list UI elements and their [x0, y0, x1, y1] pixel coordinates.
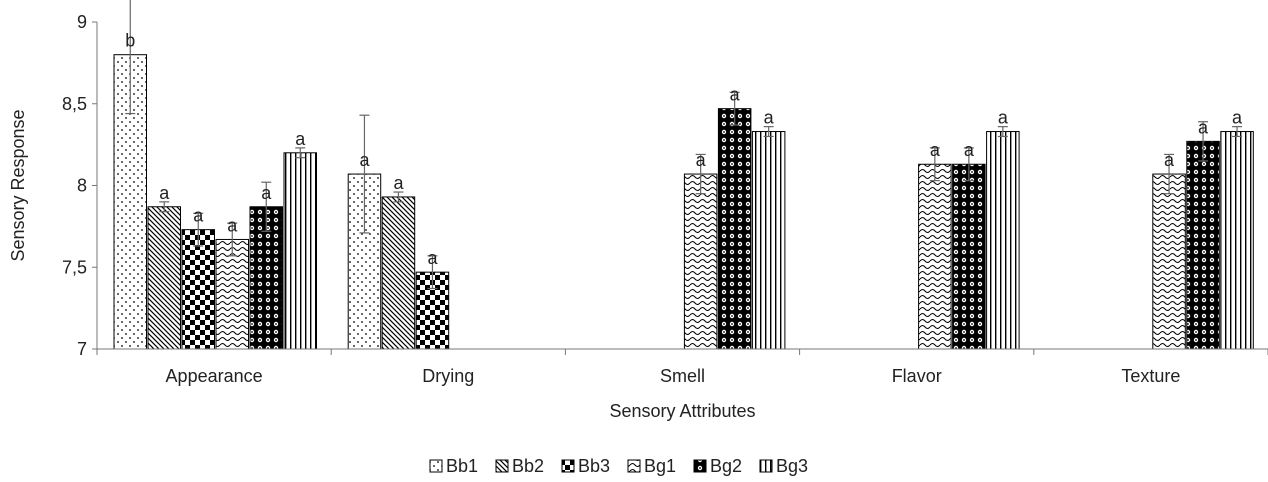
significance-label: a — [393, 173, 404, 193]
legend-label: Bb1 — [446, 456, 478, 476]
significance-label: a — [295, 129, 306, 149]
x-category-label: Drying — [422, 366, 474, 386]
legend-label: Bb2 — [512, 456, 544, 476]
plot-area: b a a a a a a a a a a a a a a a a a — [113, 0, 1254, 350]
bar — [181, 229, 215, 350]
bar — [918, 163, 952, 350]
bar — [717, 108, 752, 350]
bar — [1152, 173, 1186, 350]
y-tick-label: 7,5 — [62, 257, 87, 277]
significance-label: a — [696, 150, 707, 170]
bar — [1220, 131, 1254, 350]
bar — [381, 196, 416, 350]
y-tick-label: 8,5 — [62, 94, 87, 114]
significance-label: a — [1232, 108, 1243, 128]
significance-label: a — [261, 183, 272, 203]
bar — [215, 238, 249, 350]
y-tick-label: 8 — [77, 176, 87, 196]
legend-label: Bg2 — [710, 456, 742, 476]
legend-swatch — [627, 459, 641, 473]
bar — [283, 152, 317, 350]
significance-label: a — [930, 140, 941, 160]
significance-label: a — [159, 183, 170, 203]
significance-label: a — [964, 140, 975, 160]
significance-label: a — [427, 248, 438, 268]
significance-label: a — [764, 108, 775, 128]
legend: Bb1 Bb2 Bb3 Bg1 Bg2 Bg3 — [429, 456, 808, 476]
bar — [147, 206, 181, 350]
legend-swatch — [429, 459, 443, 473]
significance-label: a — [193, 206, 204, 226]
y-tick-label: 7 — [77, 339, 87, 359]
significance-label: a — [359, 150, 370, 170]
bar — [1186, 140, 1220, 350]
significance-label: a — [1164, 150, 1175, 170]
significance-label: b — [125, 31, 135, 51]
legend-swatch — [561, 459, 575, 473]
x-category-label: Flavor — [892, 366, 942, 386]
significance-label: a — [998, 108, 1009, 128]
axes: 7 7,5 8 8,5 9 Appearance Drying Smell Flavor Text… — [8, 12, 1268, 421]
y-axis-title: Sensory Response — [8, 109, 28, 261]
legend-label: Bg3 — [776, 456, 808, 476]
y-tick-label: 9 — [77, 12, 87, 32]
legend-swatch — [495, 459, 509, 473]
significance-label: a — [227, 215, 238, 235]
legend-label: Bb3 — [578, 456, 610, 476]
bar — [751, 131, 786, 350]
legend-swatch — [693, 459, 707, 473]
legend-swatch — [759, 459, 773, 473]
significance-label: a — [730, 85, 741, 105]
x-category-label: Smell — [660, 366, 705, 386]
x-category-label: Appearance — [166, 366, 263, 386]
significance-label: a — [1198, 117, 1209, 137]
bar — [986, 131, 1020, 350]
x-category-label: Texture — [1121, 366, 1180, 386]
bar — [952, 163, 986, 350]
legend-label: Bg1 — [644, 456, 676, 476]
bar — [683, 173, 718, 350]
x-axis-title: Sensory Attributes — [609, 401, 755, 421]
